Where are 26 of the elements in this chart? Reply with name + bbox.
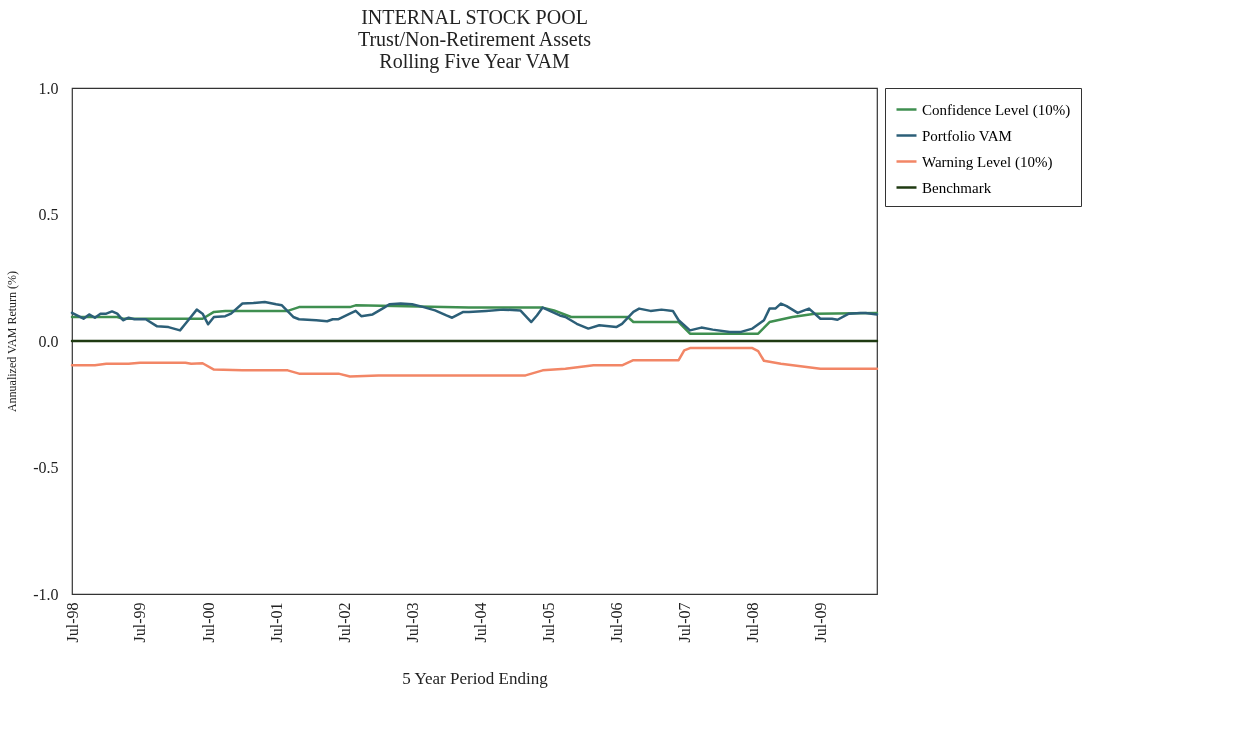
- x-tick-label: Jul-02: [335, 602, 353, 643]
- y-tick-label: -0.5: [33, 459, 59, 476]
- x-tick-label: Jul-04: [471, 602, 489, 643]
- x-tick-label: Jul-00: [199, 602, 217, 643]
- y-tick-label: -1.0: [33, 585, 59, 603]
- y-tick-label: 1.0: [38, 79, 59, 97]
- chart-title: INTERNAL STOCK POOL: [361, 6, 588, 28]
- legend-label: Benchmark: [922, 179, 992, 196]
- chart-subtitle: Trust/Non-Retirement Assets Rolling Five Year VAM: [357, 28, 592, 73]
- x-tick-label: Jul-05: [539, 602, 557, 643]
- x-tick-label: Jul-09: [811, 602, 829, 643]
- legend-label: Portfolio VAM: [922, 127, 1012, 144]
- legend-label: Warning Level (10%): [922, 153, 1053, 171]
- x-tick-label: Jul-07: [675, 602, 693, 643]
- legend-label: Confidence Level (10%): [922, 101, 1071, 119]
- x-tick-label: Jul-01: [267, 602, 285, 643]
- y-axis-title: Annualized VAM Return (%): [5, 270, 20, 413]
- line-series: [70, 346, 879, 378]
- y-tick-label: 0.0: [38, 332, 59, 350]
- x-tick-label: Jul-08: [743, 602, 761, 643]
- x-tick-label: Jul-03: [403, 602, 421, 643]
- x-tick-label: Jul-98: [63, 602, 81, 643]
- y-tick-label: 0.5: [38, 206, 59, 223]
- x-tick-label: Jul-06: [607, 602, 625, 643]
- x-tick-label: Jul-99: [131, 602, 149, 643]
- x-axis-title: 5 Year Period Ending: [402, 668, 549, 688]
